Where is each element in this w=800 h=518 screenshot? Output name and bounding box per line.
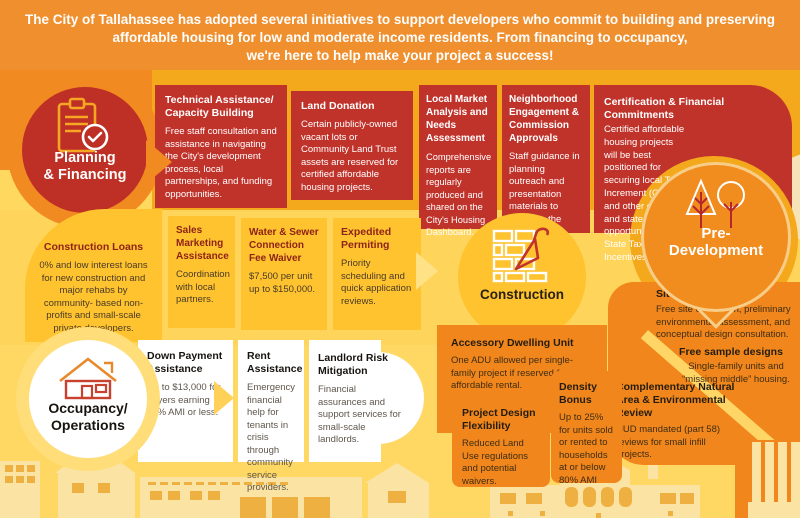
card-certification-title: Certification & Financial Commitments	[604, 96, 725, 121]
box-environmental-title: Complementary Natural Area & Environment…	[616, 381, 735, 419]
card-technical-assistance: Technical Assistance/ Capacity Building …	[155, 85, 287, 208]
card-body: Free staff consultation and assistance i…	[165, 126, 277, 200]
box-landlord-title: Landlord Risk Mitigation	[318, 352, 389, 377]
box-landlord-body: Financial assurances and support service…	[318, 384, 401, 445]
banner-text: The City of Tallahassee has adopted seve…	[0, 11, 800, 65]
stage-planning-label: Planning & Financing	[43, 150, 127, 183]
box-body: Up to 25% for units sold or rented to ho…	[559, 412, 613, 486]
box-body: Coordination with local partners.	[176, 269, 230, 305]
card-local-market: Local Market Analysis and Needs Assessme…	[419, 85, 497, 237]
box-title: Construction Loans	[43, 241, 144, 253]
box-title: Down Payment Assistance	[147, 350, 223, 375]
box-rent-assistance: Rent Assistance Emergency financial help…	[238, 340, 304, 493]
box-body: 0% and low interest loans for new constr…	[39, 260, 148, 334]
box-title: Sales Marketing Assistance	[176, 225, 229, 262]
stage-occupancy-label: Occupancy/ Operations	[48, 400, 128, 433]
box-free-designs-body: Single-family units and “missing middle”…	[682, 361, 790, 385]
box-title: Water & Sewer Connection Fee Waiver	[249, 227, 319, 264]
box-title: Density Bonus	[559, 381, 597, 406]
box-water-sewer-waiver: Water & Sewer Connection Fee Waiver $7,5…	[241, 218, 327, 330]
top-banner	[0, 0, 800, 70]
banner-line-2: affordable housing for low and moderate …	[112, 30, 688, 45]
colonnade-column	[791, 442, 800, 502]
card-body: Certain publicly-owned vacant lots or Co…	[301, 119, 399, 193]
box-body: One ADU allowed per single-family projec…	[451, 355, 573, 391]
flow-arrow-occupancy-icon	[214, 381, 234, 415]
box-title: Rent Assistance	[247, 350, 303, 375]
box-expedited-permitting: Expedited Permiting Priority scheduling …	[333, 218, 421, 330]
card-land-donation: Land Donation Certain publicly-owned vac…	[291, 91, 413, 200]
stage-construction-circle	[458, 213, 586, 341]
box-body: Up to $13,000 for buyers earning 80% AMI…	[147, 382, 221, 418]
brick-trowel-icon	[492, 227, 554, 288]
box-body: Reduced Land Use regulations and potenti…	[462, 438, 529, 487]
box-body: Emergency financial help for tenants in …	[247, 382, 296, 493]
card-title: Land Donation	[301, 100, 375, 112]
box-title: Project Design Flexibility	[462, 407, 536, 432]
trees-icon	[685, 178, 747, 235]
box-body: Priority scheduling and quick applicatio…	[341, 258, 412, 307]
stage-construction-label: Construction	[480, 287, 564, 302]
box-title: Accessory Dwelling Unit	[451, 337, 574, 349]
card-neighborhood: Neighborhood Engagement & Commission App…	[502, 85, 590, 262]
box-landlord-risk	[309, 340, 381, 462]
box-title: Expedited Permiting	[341, 226, 392, 251]
box-construction-loans: Construction Loans 0% and low interest l…	[25, 209, 162, 342]
flow-arrow-planning-icon	[146, 140, 172, 184]
banner-line-1: The City of Tallahassee has adopted seve…	[25, 12, 775, 27]
box-body: $7,500 per unit up to $150,000.	[249, 271, 316, 295]
city-skyline	[0, 425, 800, 518]
flow-arrow-construction-icon	[416, 252, 438, 290]
box-project-design: Project Design Flexibility Reduced Land …	[452, 397, 550, 487]
box-environmental-body: HUD mandated (part 58) reviews for small…	[616, 424, 721, 460]
stage-predevelopment-circle	[644, 165, 788, 309]
banner-line-3: we're here to help make your project a s…	[246, 48, 554, 63]
house-icon	[56, 354, 120, 405]
box-free-designs-title: Free sample designs	[679, 346, 783, 358]
box-sales-marketing: Sales Marketing Assistance Coordination …	[168, 216, 235, 328]
card-title: Local Market Analysis and Needs Assessme…	[426, 94, 488, 144]
colonnade-column	[778, 442, 787, 502]
card-certification-body: Certified affordable housing projects wi…	[604, 124, 788, 265]
box-density-bonus: Density Bonus Up to 25% for units sold o…	[551, 371, 622, 486]
card-body: Comprehensive reports are regularly prod…	[426, 152, 492, 237]
stage-predevelopment-label: Pre- Development	[668, 225, 764, 259]
card-title: Neighborhood Engagement & Commission App…	[509, 94, 580, 144]
clipboard-check-icon	[52, 97, 116, 160]
card-title: Technical Assistance/ Capacity Building	[165, 94, 274, 119]
colonnade-column	[765, 442, 774, 502]
colonnade-base	[748, 502, 800, 518]
colonnade-column	[752, 442, 761, 502]
